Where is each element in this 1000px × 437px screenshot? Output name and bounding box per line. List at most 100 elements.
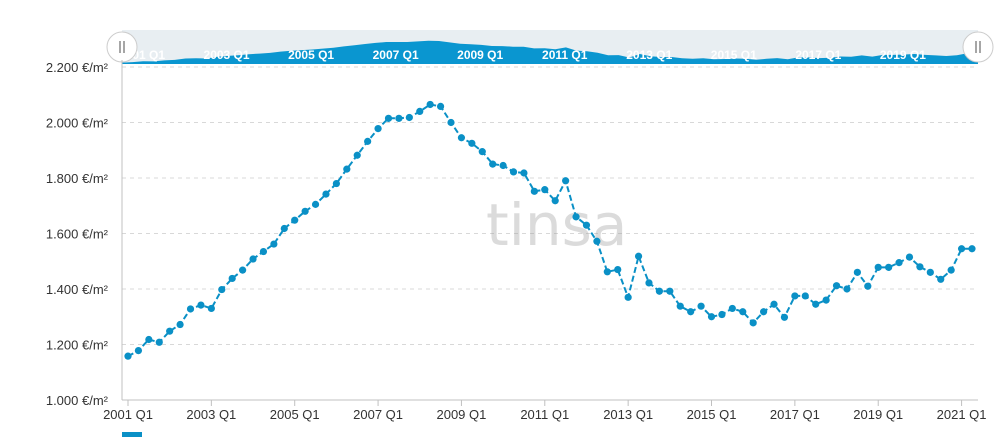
y-tick-label: 1.400 €/m² xyxy=(46,282,109,297)
x-tick-label: 2015 Q1 xyxy=(687,407,737,422)
data-point[interactable] xyxy=(395,114,403,122)
data-point[interactable] xyxy=(707,313,716,321)
data-point[interactable] xyxy=(530,187,538,195)
y-axis: 1.000 €/m² 1.200 €/m² 1.400 €/m² 1.600 €/m²… xyxy=(46,60,109,408)
drag-handle-icon xyxy=(975,41,981,53)
drag-handle-icon xyxy=(119,41,125,53)
data-point[interactable] xyxy=(499,161,507,170)
navigator-left-handle[interactable] xyxy=(106,31,138,63)
navigator-label: 2003 Q1 xyxy=(204,48,250,62)
data-point[interactable] xyxy=(864,282,872,290)
data-point[interactable] xyxy=(374,125,382,133)
data-point[interactable] xyxy=(666,287,674,295)
data-point[interactable] xyxy=(957,245,966,253)
data-point[interactable] xyxy=(426,100,434,109)
data-point[interactable] xyxy=(218,285,226,294)
x-tick-label: 2009 Q1 xyxy=(436,407,486,422)
data-point[interactable] xyxy=(728,304,736,313)
data-point[interactable] xyxy=(270,240,278,248)
data-point[interactable] xyxy=(447,118,455,127)
data-point[interactable] xyxy=(332,179,340,188)
data-point[interactable] xyxy=(791,292,799,300)
data-point[interactable] xyxy=(478,148,486,156)
data-point[interactable] xyxy=(343,165,351,173)
data-point[interactable] xyxy=(614,265,622,274)
y-tick-label: 2.000 €/m² xyxy=(46,116,109,131)
data-point[interactable] xyxy=(885,263,893,271)
navigator-right-handle[interactable] xyxy=(962,31,994,63)
data-point[interactable] xyxy=(697,302,705,310)
data-point[interactable] xyxy=(853,268,861,276)
x-axis: 2001 Q1 2003 Q1 2005 Q1 2007 Q1 2009 Q1 2011 … xyxy=(103,400,987,422)
data-point[interactable] xyxy=(739,308,747,316)
navigator-label: 2013 Q1 xyxy=(626,48,672,62)
data-point[interactable] xyxy=(259,247,268,256)
data-point[interactable] xyxy=(207,304,215,313)
data-point[interactable] xyxy=(416,107,424,115)
data-point[interactable] xyxy=(145,335,153,344)
data-point[interactable] xyxy=(770,300,778,308)
data-point[interactable] xyxy=(291,216,299,224)
data-point[interactable] xyxy=(541,186,549,194)
data-point[interactable] xyxy=(166,327,174,335)
data-point[interactable] xyxy=(624,293,632,301)
data-point[interactable] xyxy=(176,320,184,329)
navigator[interactable]: 2001 Q1 2003 Q1 2005 Q1 2007 Q1 2009 Q1 2011 … xyxy=(106,30,994,64)
data-point[interactable] xyxy=(801,292,809,300)
navigator-label: 2017 Q1 xyxy=(795,48,841,62)
data-point[interactable] xyxy=(843,285,851,293)
data-point[interactable] xyxy=(822,296,830,304)
data-point[interactable] xyxy=(228,274,236,283)
data-point[interactable] xyxy=(520,169,528,177)
data-point[interactable] xyxy=(509,168,518,176)
data-point[interactable] xyxy=(655,287,664,295)
data-point[interactable] xyxy=(905,253,914,261)
data-point[interactable] xyxy=(916,263,924,271)
navigator-label: 2011 Q1 xyxy=(542,48,588,62)
y-tick-label: 2.200 €/m² xyxy=(46,60,109,75)
data-point[interactable] xyxy=(457,134,466,142)
data-point[interactable] xyxy=(937,275,945,283)
data-point[interactable] xyxy=(832,282,841,290)
data-point[interactable] xyxy=(603,268,611,276)
data-point[interactable] xyxy=(489,160,497,168)
data-point[interactable] xyxy=(645,279,653,287)
data-point[interactable] xyxy=(301,207,309,215)
data-point[interactable] xyxy=(968,245,976,253)
data-point[interactable] xyxy=(384,114,393,122)
data-point[interactable] xyxy=(124,352,132,360)
data-point[interactable] xyxy=(353,151,361,159)
data-point[interactable] xyxy=(186,305,195,313)
data-point[interactable] xyxy=(718,310,726,319)
data-point[interactable] xyxy=(593,237,601,245)
data-point[interactable] xyxy=(874,263,882,271)
data-point[interactable] xyxy=(311,200,320,208)
data-point[interactable] xyxy=(197,301,205,309)
data-point[interactable] xyxy=(572,213,580,221)
data-point[interactable] xyxy=(947,266,955,274)
data-point[interactable] xyxy=(676,302,684,310)
data-point[interactable] xyxy=(239,266,247,274)
data-point[interactable] xyxy=(436,102,445,111)
data-point[interactable] xyxy=(687,308,695,316)
data-point[interactable] xyxy=(895,259,903,267)
data-point[interactable] xyxy=(134,347,143,355)
x-tick-label: 2001 Q1 xyxy=(103,407,153,422)
data-point[interactable] xyxy=(926,268,934,276)
data-point[interactable] xyxy=(562,177,570,185)
data-point[interactable] xyxy=(760,308,768,316)
data-point[interactable] xyxy=(155,338,163,346)
data-point[interactable] xyxy=(468,139,476,147)
data-point[interactable] xyxy=(749,319,757,327)
data-point[interactable] xyxy=(280,224,288,233)
data-point[interactable] xyxy=(364,137,372,145)
data-point[interactable] xyxy=(582,221,591,229)
data-point[interactable] xyxy=(634,252,643,260)
data-point[interactable] xyxy=(249,255,257,263)
data-point[interactable] xyxy=(551,197,559,205)
x-tick-label: 2017 Q1 xyxy=(770,407,820,422)
data-point[interactable] xyxy=(322,190,330,198)
data-point[interactable] xyxy=(405,113,413,122)
data-point[interactable] xyxy=(780,313,789,321)
data-point[interactable] xyxy=(812,300,820,308)
